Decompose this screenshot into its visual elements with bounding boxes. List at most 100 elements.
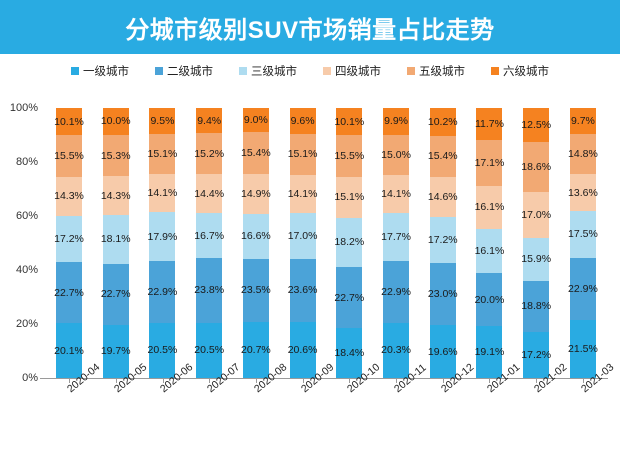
- bar-segment[interactable]: 15.2%: [194, 133, 224, 175]
- bar-segment[interactable]: 14.4%: [194, 174, 224, 214]
- bar-segment[interactable]: 20.5%: [194, 322, 224, 378]
- bar-segment[interactable]: 23.0%: [428, 262, 458, 326]
- bar-segment[interactable]: 18.1%: [101, 214, 131, 264]
- bar-segment[interactable]: 10.1%: [334, 108, 364, 136]
- bar-segment[interactable]: 15.4%: [240, 132, 271, 174]
- bar-segment[interactable]: 18.8%: [521, 280, 552, 332]
- legend-item-label: 二级城市: [167, 66, 213, 78]
- bar-segment[interactable]: 17.5%: [568, 210, 598, 259]
- bar-segment[interactable]: 20.7%: [241, 322, 271, 379]
- bar-segment[interactable]: 22.7%: [54, 262, 84, 324]
- bar-segment[interactable]: 17.1%: [475, 139, 504, 186]
- bar-segment[interactable]: 9.0%: [242, 108, 269, 133]
- bar-column[interactable]: 9.5% 15.1% 14.1% 17.9% 22.9% 20.5%: [139, 108, 185, 378]
- bar-segment[interactable]: 14.9%: [241, 173, 271, 215]
- bar-segment[interactable]: 18.2%: [334, 217, 364, 267]
- bar-segment[interactable]: 14.1%: [148, 174, 177, 213]
- bar-segment[interactable]: 22.7%: [101, 263, 131, 325]
- bar-segment[interactable]: 17.9%: [148, 212, 177, 261]
- bar-segment[interactable]: 15.0%: [381, 134, 411, 176]
- bar-segment[interactable]: 10.0%: [101, 108, 131, 135]
- bar-segment[interactable]: 14.3%: [54, 177, 84, 216]
- bar-segment[interactable]: 20.6%: [288, 322, 317, 378]
- bar-column[interactable]: 9.9% 15.0% 14.1% 17.7% 22.9% 20.3%: [373, 108, 419, 378]
- bar-segment[interactable]: 23.6%: [288, 258, 317, 323]
- bar-column[interactable]: 11.7% 17.1% 16.1% 16.1% 20.0% 19.1%: [466, 108, 512, 378]
- bar-segment[interactable]: 15.5%: [54, 135, 84, 178]
- bar-segment[interactable]: 15.9%: [521, 237, 551, 281]
- bar-column[interactable]: 9.7% 14.8% 13.6% 17.5% 22.9% 21.5%: [560, 108, 606, 378]
- bar-segment-value-label: 17.7%: [381, 231, 411, 244]
- bar-segment-value-label: 18.8%: [521, 300, 552, 313]
- bar-segment[interactable]: 15.5%: [334, 135, 364, 178]
- bar-segment-value-label: 15.4%: [240, 147, 271, 160]
- bar-segment[interactable]: 16.6%: [241, 214, 271, 259]
- bar-column[interactable]: 10.0% 15.3% 14.3% 18.1% 22.7% 19.7%: [93, 108, 139, 379]
- bar-column[interactable]: 9.0% 15.4% 14.9% 16.6% 23.5% 20.7%: [233, 108, 279, 379]
- bar-segment[interactable]: 23.5%: [240, 258, 271, 323]
- bar-segment[interactable]: 17.2%: [54, 215, 84, 263]
- bar-segment[interactable]: 22.7%: [334, 267, 364, 329]
- bar-segment[interactable]: 20.3%: [381, 322, 411, 378]
- legend-item[interactable]: 三级城市: [239, 63, 297, 79]
- bar-segment[interactable]: 11.7%: [475, 108, 504, 140]
- bar-segment[interactable]: 15.1%: [288, 133, 317, 175]
- legend-item[interactable]: 四级城市: [323, 63, 381, 79]
- bar-segment[interactable]: 19.7%: [101, 324, 131, 379]
- bar-column[interactable]: 10.1% 15.5% 14.3% 17.2% 22.7% 20.1%: [46, 108, 92, 378]
- bar-column[interactable]: 9.6% 15.1% 14.1% 17.0% 23.6% 20.6%: [280, 108, 326, 378]
- bar-segment[interactable]: 19.1%: [475, 326, 504, 378]
- bar-segment[interactable]: 17.0%: [521, 191, 551, 238]
- bar-segment[interactable]: 18.4%: [334, 328, 364, 378]
- bar-segment-value-label: 9.6%: [290, 114, 315, 127]
- bar-segment[interactable]: 22.9%: [381, 261, 411, 323]
- legend-item[interactable]: 五级城市: [407, 63, 465, 79]
- bar-segment[interactable]: 9.6%: [289, 108, 316, 134]
- bar-segment[interactable]: 13.6%: [568, 174, 598, 211]
- legend-swatch-icon: [407, 67, 415, 75]
- bar-segment[interactable]: 17.0%: [288, 212, 317, 259]
- bar-segment[interactable]: 17.7%: [381, 213, 411, 262]
- bar-column[interactable]: 12.5% 18.6% 17.0% 15.9% 18.8% 17.2%: [513, 108, 559, 378]
- bar-segment[interactable]: 9.7%: [569, 108, 596, 135]
- bar-segment[interactable]: 17.2%: [521, 331, 551, 378]
- bar-segment[interactable]: 9.4%: [196, 108, 223, 134]
- bar-segment[interactable]: 16.1%: [475, 229, 504, 273]
- bar-segment[interactable]: 15.1%: [148, 133, 177, 175]
- bar-segment-value-label: 22.9%: [381, 285, 411, 298]
- bar-segment[interactable]: 12.5%: [521, 108, 551, 142]
- bar-segment[interactable]: 22.9%: [148, 260, 177, 323]
- bar-segment[interactable]: 10.1%: [54, 108, 84, 136]
- bar-segment[interactable]: 20.5%: [148, 322, 177, 378]
- x-axis-tick-mark: [489, 379, 491, 383]
- bar-segment[interactable]: 20.1%: [54, 323, 84, 378]
- bar-segment[interactable]: 17.2%: [428, 216, 458, 263]
- bar-segment[interactable]: 15.3%: [101, 134, 131, 177]
- bar-segment[interactable]: 20.0%: [475, 272, 504, 327]
- bar-stack: 9.6% 15.1% 14.1% 17.0% 23.6% 20.6%: [288, 108, 317, 378]
- bar-segment[interactable]: 15.1%: [334, 177, 364, 218]
- legend-item[interactable]: 一级城市: [71, 63, 129, 79]
- bar-column[interactable]: 10.2% 15.4% 14.6% 17.2% 23.0% 19.6%: [420, 108, 466, 378]
- bar-segment[interactable]: 16.1%: [475, 185, 504, 230]
- bar-segment[interactable]: 15.4%: [428, 135, 458, 178]
- bar-segment[interactable]: 18.6%: [521, 141, 551, 192]
- bar-segment[interactable]: 10.2%: [428, 108, 458, 136]
- bar-segment[interactable]: 23.8%: [194, 258, 224, 323]
- bar-segment[interactable]: 14.3%: [101, 176, 131, 215]
- legend-item[interactable]: 六级城市: [491, 63, 549, 79]
- bar-column[interactable]: 10.1% 15.5% 15.1% 18.2% 22.7% 18.4%: [326, 108, 372, 378]
- bar-segment[interactable]: 21.5%: [568, 319, 598, 378]
- bar-segment[interactable]: 9.9%: [383, 108, 410, 135]
- bar-segment[interactable]: 19.6%: [428, 325, 458, 378]
- bar-segment[interactable]: 22.9%: [568, 258, 598, 320]
- bar-segment-value-label: 23.5%: [240, 284, 271, 297]
- bar-segment[interactable]: 14.1%: [288, 174, 317, 213]
- bar-segment[interactable]: 9.5%: [149, 108, 176, 134]
- bar-segment[interactable]: 16.7%: [194, 213, 224, 259]
- bar-segment[interactable]: 14.6%: [428, 177, 458, 217]
- bar-segment[interactable]: 14.1%: [381, 175, 411, 214]
- bar-column[interactable]: 9.4% 15.2% 14.4% 16.7% 23.8% 20.5%: [186, 108, 232, 378]
- bar-segment[interactable]: 14.8%: [568, 134, 598, 175]
- legend-item[interactable]: 二级城市: [155, 63, 213, 79]
